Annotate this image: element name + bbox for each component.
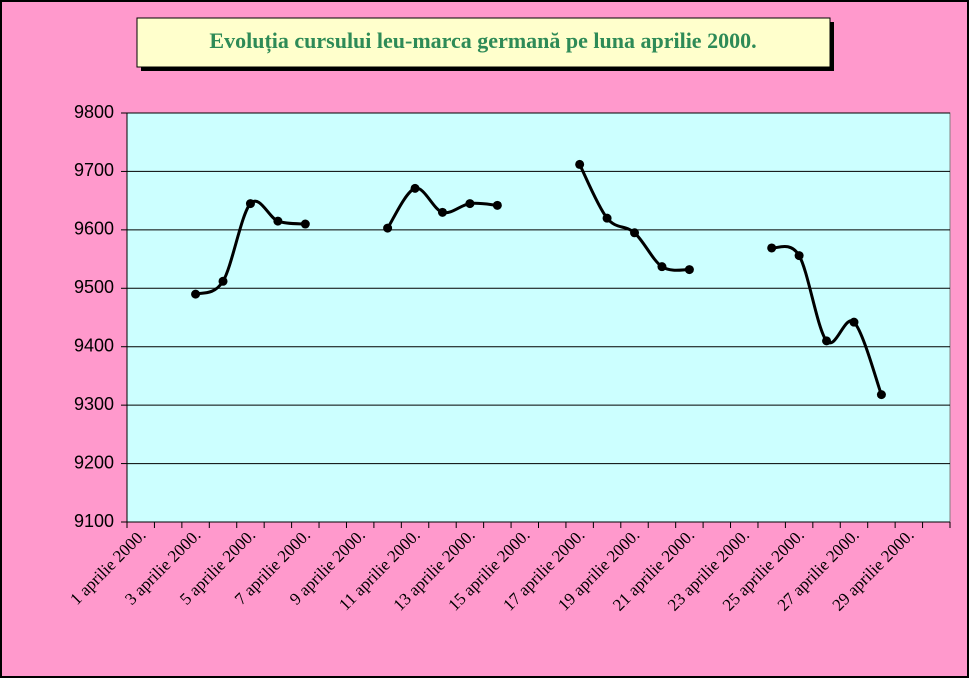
data-point: [437, 207, 447, 217]
data-point: [273, 216, 283, 226]
chart-title: Evoluția cursului leu-marca germană pe l…: [209, 28, 756, 54]
data-point: [218, 276, 228, 286]
data-point: [630, 228, 640, 238]
data-point: [849, 317, 859, 327]
data-point: [245, 199, 255, 209]
data-point: [492, 200, 502, 210]
y-tick-label: 9800: [74, 102, 114, 122]
y-tick-label: 9700: [74, 160, 114, 180]
data-point: [410, 183, 420, 193]
data-point: [822, 336, 832, 346]
y-tick-label: 9200: [74, 452, 114, 472]
y-tick-label: 9600: [74, 219, 114, 239]
plot-area: [126, 112, 951, 523]
data-point: [657, 262, 667, 272]
title-box: [136, 17, 831, 68]
y-tick-label: 9400: [74, 335, 114, 355]
data-point: [191, 289, 201, 299]
data-point: [465, 199, 475, 209]
y-tick-label: 9500: [74, 277, 114, 297]
data-point: [383, 223, 393, 233]
data-point: [602, 213, 612, 223]
data-point: [684, 265, 694, 275]
data-point: [876, 390, 886, 400]
y-tick-label: 9300: [74, 394, 114, 414]
data-point: [794, 251, 804, 261]
data-point: [575, 159, 585, 169]
data-point: [300, 219, 310, 229]
y-tick-label: 9100: [74, 511, 114, 531]
data-point: [767, 243, 777, 253]
